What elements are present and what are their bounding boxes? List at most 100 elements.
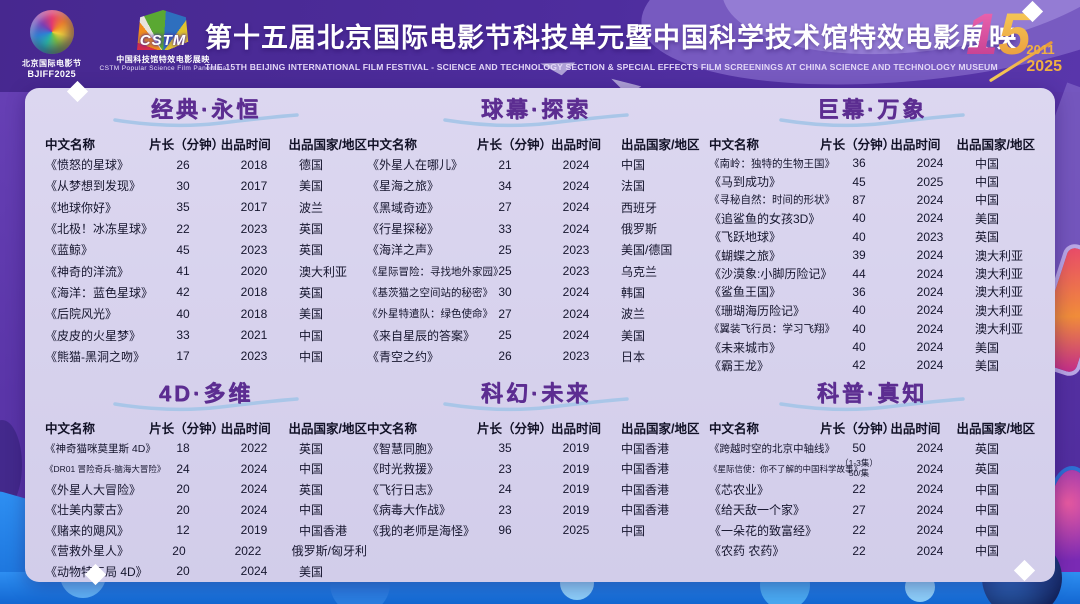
film-country: 俄罗斯/匈牙利 [291,544,368,559]
film-country: 日本 [621,349,646,364]
film-country: 中国 [299,328,324,343]
film-country: 澳大利亚 [975,322,1024,337]
film-title: 《来自星辰的答案》 [367,328,476,343]
section-giantscreen-panorama: 巨幕·万象 中文名称 片长（分钟） 出品时间 出品国家/地区 《南岭：独特的生物王国》 36… [709,92,1035,375]
cstm-logo-text-cn: 中国科技馆特效电影展映 [116,55,210,64]
film-title: 《地球你好》 [45,200,118,215]
bjiff-logo-text-en: BJIFF2025 [27,69,77,79]
film-year: 2024 [916,284,944,299]
film-title: 《霸王龙》 [709,358,770,373]
film-country: 中国 [975,193,1000,208]
section-science-knowledge: 科普·真知 中文名称 片长（分钟） 出品时间 出品国家/地区 《跨越时空的北京中轴线》 50… [709,376,1035,561]
film-year: 2024 [916,461,944,476]
left-blob-decoration [0,420,22,510]
film-row: 《一朵花的致富经》 22 2024 中国 [709,520,1035,541]
film-country: 美国 [975,358,1000,373]
film-duration: 20 [176,502,190,517]
film-title: 《从梦想到发现》 [45,179,142,194]
film-country: 中国 [299,503,324,518]
column-header: 中文名称 [45,137,96,152]
table-header-row: 中文名称 片长（分钟） 出品时间 出品国家/地区 [45,416,367,438]
film-country: 美国 [299,564,324,579]
film-duration: 22 [852,543,866,558]
film-country: 中国香港 [621,482,670,497]
section-title: 4D·多维 [45,376,367,412]
bjiff-logo-text-cn: 北京国际电影节 [22,59,82,68]
film-year: 2024 [562,328,590,343]
column-header: 出品时间 [220,137,271,152]
film-duration: 25 [498,328,512,343]
film-duration: 27 [498,200,512,215]
film-row: 《鲨鱼王国》 36 2024 澳大利亚 [709,283,1035,301]
film-row: 《海洋之声》 25 2023 美国/德国 [367,239,705,260]
film-row: 《寻秘自然：时间的形状》 87 2024 中国 [709,191,1035,209]
cstm-fan-icon: CSTM [137,10,190,50]
film-row: 《时光救援》 23 2019 中国香港 [367,459,705,480]
film-duration: 25 [498,264,512,279]
column-header: 中文名称 [367,137,418,152]
film-title: 《飞跃地球》 [709,230,782,245]
film-row: 《沙漠象:小脚历险记》 44 2024 澳大利亚 [709,264,1035,282]
film-country: 乌克兰 [621,264,658,279]
column-header: 中文名称 [45,421,96,436]
cstm-logo-text-en: CSTM Popular Science Film Panorama [99,65,227,72]
table-header-row: 中文名称 片长（分钟） 出品时间 出品国家/地区 [709,132,1035,154]
film-duration: 24 [176,461,190,476]
column-header: 出品国家/地区 [621,137,700,152]
film-title: 《芯农业》 [709,482,770,497]
film-title: 《未来城市》 [709,340,782,355]
film-year: 2025 [562,523,590,538]
film-row: 《芯农业》 22 2024 中国 [709,479,1035,500]
film-duration: 40 [852,321,866,336]
film-title: 《跨越时空的北京中轴线》 [709,442,835,455]
film-year: 2023 [240,349,268,364]
film-title: 《蝴蝶之旅》 [709,248,782,263]
table-header-row: 中文名称 片长（分钟） 出品时间 出品国家/地区 [367,132,705,154]
logo-group: 北京国际电影节 BJIFF2025 CSTM 中国科技馆特效电影展映 CSTM … [22,10,227,79]
film-title: 《外星特遣队：绿色使命》 [367,308,493,321]
film-country: 澳大利亚 [975,303,1024,318]
film-duration: 34 [498,178,512,193]
column-header: 出品时间 [550,421,601,436]
film-year: 2024 [240,482,268,497]
column-header: 中文名称 [709,421,760,436]
film-duration: 33 [498,221,512,236]
film-year: 2024 [562,221,590,236]
column-header: 片长（分钟） [820,421,896,436]
film-duration: 25 [498,242,512,257]
film-duration: 24 [498,482,512,497]
film-row: 《病毒大作战》 23 2019 中国香港 [367,500,705,521]
film-duration: 42 [176,285,190,300]
section-dome-exploration: 球幕·探索 中文名称 片长（分钟） 出品时间 出品国家/地区 《外星人在哪儿》 21 2024… [367,92,705,367]
film-year: 2024 [916,358,944,373]
film-year: 2024 [916,321,944,336]
film-year: 2024 [916,502,944,517]
title-swoosh-decoration [113,113,299,128]
film-country: 美国 [299,179,324,194]
section-title: 科普·真知 [709,376,1035,412]
column-header: 出品国家/地区 [956,137,1035,152]
film-title: 《海洋：蓝色星球》 [45,285,154,300]
table-body: 《智慧同胞》 35 2019 中国香港 《时光救援》 23 2019 中国香港 《飞行日志》 24… [367,438,705,541]
section-title-text: 球幕·探索 [480,97,592,122]
section-title-text: 科幻·未来 [480,381,592,406]
section-classic-eternal: 经典·永恒 中文名称 片长（分钟） 出品时间 出品国家/地区 《愤怒的星球》 26 2018 德… [45,92,367,367]
film-duration: 40 [852,211,866,226]
film-row: 《农药 农药》 22 2024 中国 [709,541,1035,562]
film-year: 2024 [562,200,590,215]
film-duration: 45 [176,242,190,257]
film-year: 2019 [562,502,590,517]
film-row: 《蝴蝶之旅》 39 2024 澳大利亚 [709,246,1035,264]
film-country: 中国 [975,544,1000,559]
film-country: 美国/德国 [621,243,673,258]
film-title: 《壮美内蒙古》 [45,503,130,518]
film-row: 《星际冒险：寻找地外家园》 25 2023 乌克兰 [367,260,705,281]
cstm-acronym: CSTM [139,32,187,49]
badge-digit-1: 1 [966,2,999,67]
column-header: 出品时间 [220,421,271,436]
film-row: 《飞跃地球》 40 2023 英国 [709,228,1035,246]
film-title: 《飞行日志》 [367,482,440,497]
film-row: 《未来城市》 40 2024 美国 [709,338,1035,356]
film-country: 西班牙 [621,200,658,215]
film-duration: 40 [176,306,190,321]
